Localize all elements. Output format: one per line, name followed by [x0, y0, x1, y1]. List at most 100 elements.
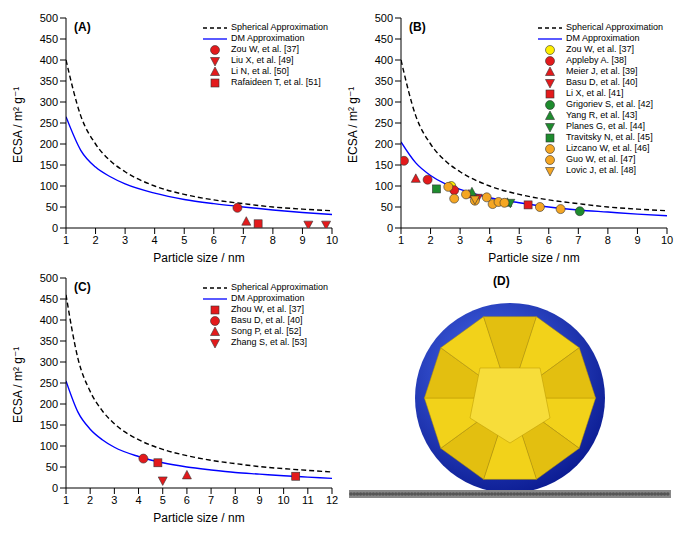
- svg-text:9: 9: [256, 494, 262, 506]
- svg-text:1: 1: [63, 494, 69, 506]
- html-text:Travitsky N, et al. [45]: Travitsky N, et al. [45]: [565, 132, 653, 142]
- svg-text:400: 400: [40, 314, 58, 326]
- svg-text:10: 10: [278, 494, 290, 506]
- svg-text:8: 8: [232, 494, 238, 506]
- html-text:Basu D, et al. [40]: Basu D, et al. [40]: [230, 315, 303, 325]
- svg-text:3: 3: [122, 234, 128, 246]
- svg-text:1: 1: [398, 234, 404, 246]
- svg-text:300: 300: [40, 96, 58, 108]
- html-text:Liu X, et al. [49]: Liu X, et al. [49]: [230, 55, 294, 65]
- html-text:Spherical Approximation: Spherical Approximation: [230, 282, 328, 292]
- svg-text:250: 250: [40, 377, 58, 389]
- svg-text:5: 5: [160, 494, 166, 506]
- svg-text:5: 5: [181, 234, 187, 246]
- svg-text:200: 200: [40, 138, 58, 150]
- svg-text:50: 50: [381, 201, 393, 213]
- svg-text:7: 7: [240, 234, 246, 246]
- svg-text:10: 10: [661, 234, 673, 246]
- svg-text:4: 4: [487, 234, 493, 246]
- svg-text:6: 6: [211, 234, 217, 246]
- html-text:Zou W, et al. [37]: Zou W, et al. [37]: [230, 44, 299, 54]
- svg-text:500: 500: [40, 12, 58, 24]
- html-text:Spherical Approximation: Spherical Approximation: [230, 22, 328, 32]
- svg-text:2: 2: [87, 494, 93, 506]
- svg-text:50: 50: [46, 461, 58, 473]
- svg-text:200: 200: [40, 398, 58, 410]
- html-text:Lovic J, et al. [48]: Lovic J, et al. [48]: [565, 165, 636, 175]
- html-text:DM Approximation: DM Approximation: [230, 293, 305, 303]
- html-text:DM Approximation: DM Approximation: [565, 33, 640, 43]
- svg-text:7: 7: [208, 494, 214, 506]
- svg-text:2: 2: [427, 234, 433, 246]
- svg-text:150: 150: [40, 419, 58, 431]
- svg-text:4: 4: [152, 234, 158, 246]
- svg-text:5: 5: [516, 234, 522, 246]
- svg-text:8: 8: [605, 234, 611, 246]
- svg-text:2: 2: [92, 234, 98, 246]
- html-text:Zou W, et al. [37]: Zou W, et al. [37]: [565, 44, 634, 54]
- svg-text:6: 6: [184, 494, 190, 506]
- svg-text:1: 1: [63, 234, 69, 246]
- html-text:Song P, et al. [52]: Song P, et al. [52]: [230, 326, 302, 336]
- svg-text:100: 100: [375, 180, 393, 192]
- html-text:Yang R, et al. [43]: Yang R, et al. [43]: [565, 110, 638, 120]
- html-text:(A): (A): [74, 20, 91, 34]
- html-text:Grigoriev S, et al. [42]: Grigoriev S, et al. [42]: [565, 99, 653, 109]
- svg-text:9: 9: [634, 234, 640, 246]
- svg-text:7: 7: [575, 234, 581, 246]
- html-text:Appleby A. [38]: Appleby A. [38]: [565, 55, 627, 65]
- html-text:Spherical Approximation: Spherical Approximation: [565, 22, 663, 32]
- svg-text:450: 450: [40, 33, 58, 45]
- svg-text:11: 11: [302, 494, 313, 506]
- svg-text:250: 250: [40, 117, 58, 129]
- svg-text:350: 350: [40, 335, 58, 347]
- html-text:Planes G, et al. [44]: Planes G, et al. [44]: [565, 121, 645, 131]
- html-text:Basu D, et al. [40]: Basu D, et al. [40]: [565, 77, 638, 87]
- svg-text:Particle size / nm: Particle size / nm: [488, 251, 579, 265]
- svg-text:10: 10: [326, 234, 338, 246]
- html-text:(C): (C): [74, 280, 91, 294]
- html-text:Zhou W, et al. [37]: Zhou W, et al. [37]: [230, 304, 304, 314]
- svg-text:Particle size / nm: Particle size / nm: [153, 511, 244, 525]
- svg-text:12: 12: [326, 494, 338, 506]
- svg-text:100: 100: [40, 180, 58, 192]
- svg-text:450: 450: [375, 33, 393, 45]
- html-text:Rafaideen T, et al. [51]: Rafaideen T, et al. [51]: [230, 77, 321, 87]
- html-text:(D): (D): [493, 274, 510, 288]
- svg-text:Particle size / nm: Particle size / nm: [153, 251, 244, 265]
- svg-text:250: 250: [375, 117, 393, 129]
- svg-text:350: 350: [375, 75, 393, 87]
- svg-text:150: 150: [40, 159, 58, 171]
- svg-text:8: 8: [270, 234, 276, 246]
- html-text:(B): (B): [409, 20, 426, 34]
- svg-text:0: 0: [387, 222, 393, 234]
- svg-text:50: 50: [46, 201, 58, 213]
- svg-text:400: 400: [375, 54, 393, 66]
- svg-text:9: 9: [299, 234, 305, 246]
- svg-text:3: 3: [457, 234, 463, 246]
- html-text:DM Approximation: DM Approximation: [230, 33, 305, 43]
- svg-text:200: 200: [375, 138, 393, 150]
- html-text:Guo W, et al. [47]: Guo W, et al. [47]: [565, 154, 636, 164]
- svg-text:450: 450: [40, 293, 58, 305]
- html-text:Meier J, et al. [39]: Meier J, et al. [39]: [565, 66, 638, 76]
- html-text:Li N, et al. [50]: Li N, et al. [50]: [230, 66, 289, 76]
- svg-text:500: 500: [40, 272, 58, 284]
- svg-text:300: 300: [375, 96, 393, 108]
- svg-text:ECSA / m² g⁻¹: ECSA / m² g⁻¹: [11, 87, 25, 163]
- svg-text:ECSA / m² g⁻¹: ECSA / m² g⁻¹: [11, 347, 25, 423]
- svg-text:300: 300: [40, 356, 58, 368]
- svg-text:100: 100: [40, 440, 58, 452]
- html-text:Lizcano W, et al. [46]: Lizcano W, et al. [46]: [565, 143, 650, 153]
- svg-text:4: 4: [135, 494, 141, 506]
- svg-text:0: 0: [52, 482, 58, 494]
- svg-text:400: 400: [40, 54, 58, 66]
- svg-text:0: 0: [52, 222, 58, 234]
- svg-text:3: 3: [111, 494, 117, 506]
- svg-text:350: 350: [40, 75, 58, 87]
- svg-text:150: 150: [375, 159, 393, 171]
- svg-text:ECSA / m² g⁻¹: ECSA / m² g⁻¹: [346, 87, 360, 163]
- svg-text:6: 6: [546, 234, 552, 246]
- html-text:Li X, et al. [41]: Li X, et al. [41]: [565, 88, 624, 98]
- svg-text:500: 500: [375, 12, 393, 24]
